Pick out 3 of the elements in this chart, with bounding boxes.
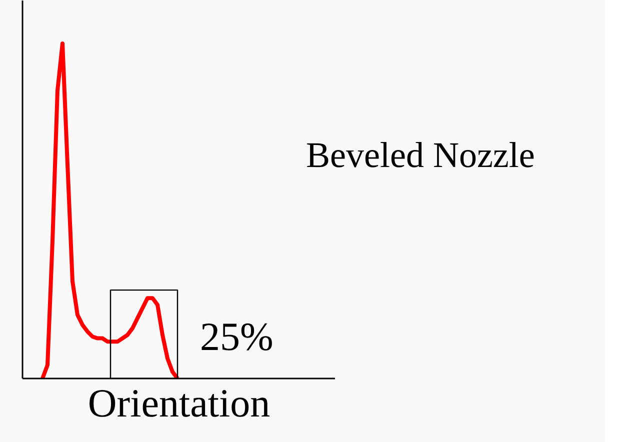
text: Beveled Nozzle bbox=[306, 134, 535, 177]
x-axis-title: Orientation bbox=[88, 380, 270, 426]
text: 25% bbox=[200, 314, 274, 360]
